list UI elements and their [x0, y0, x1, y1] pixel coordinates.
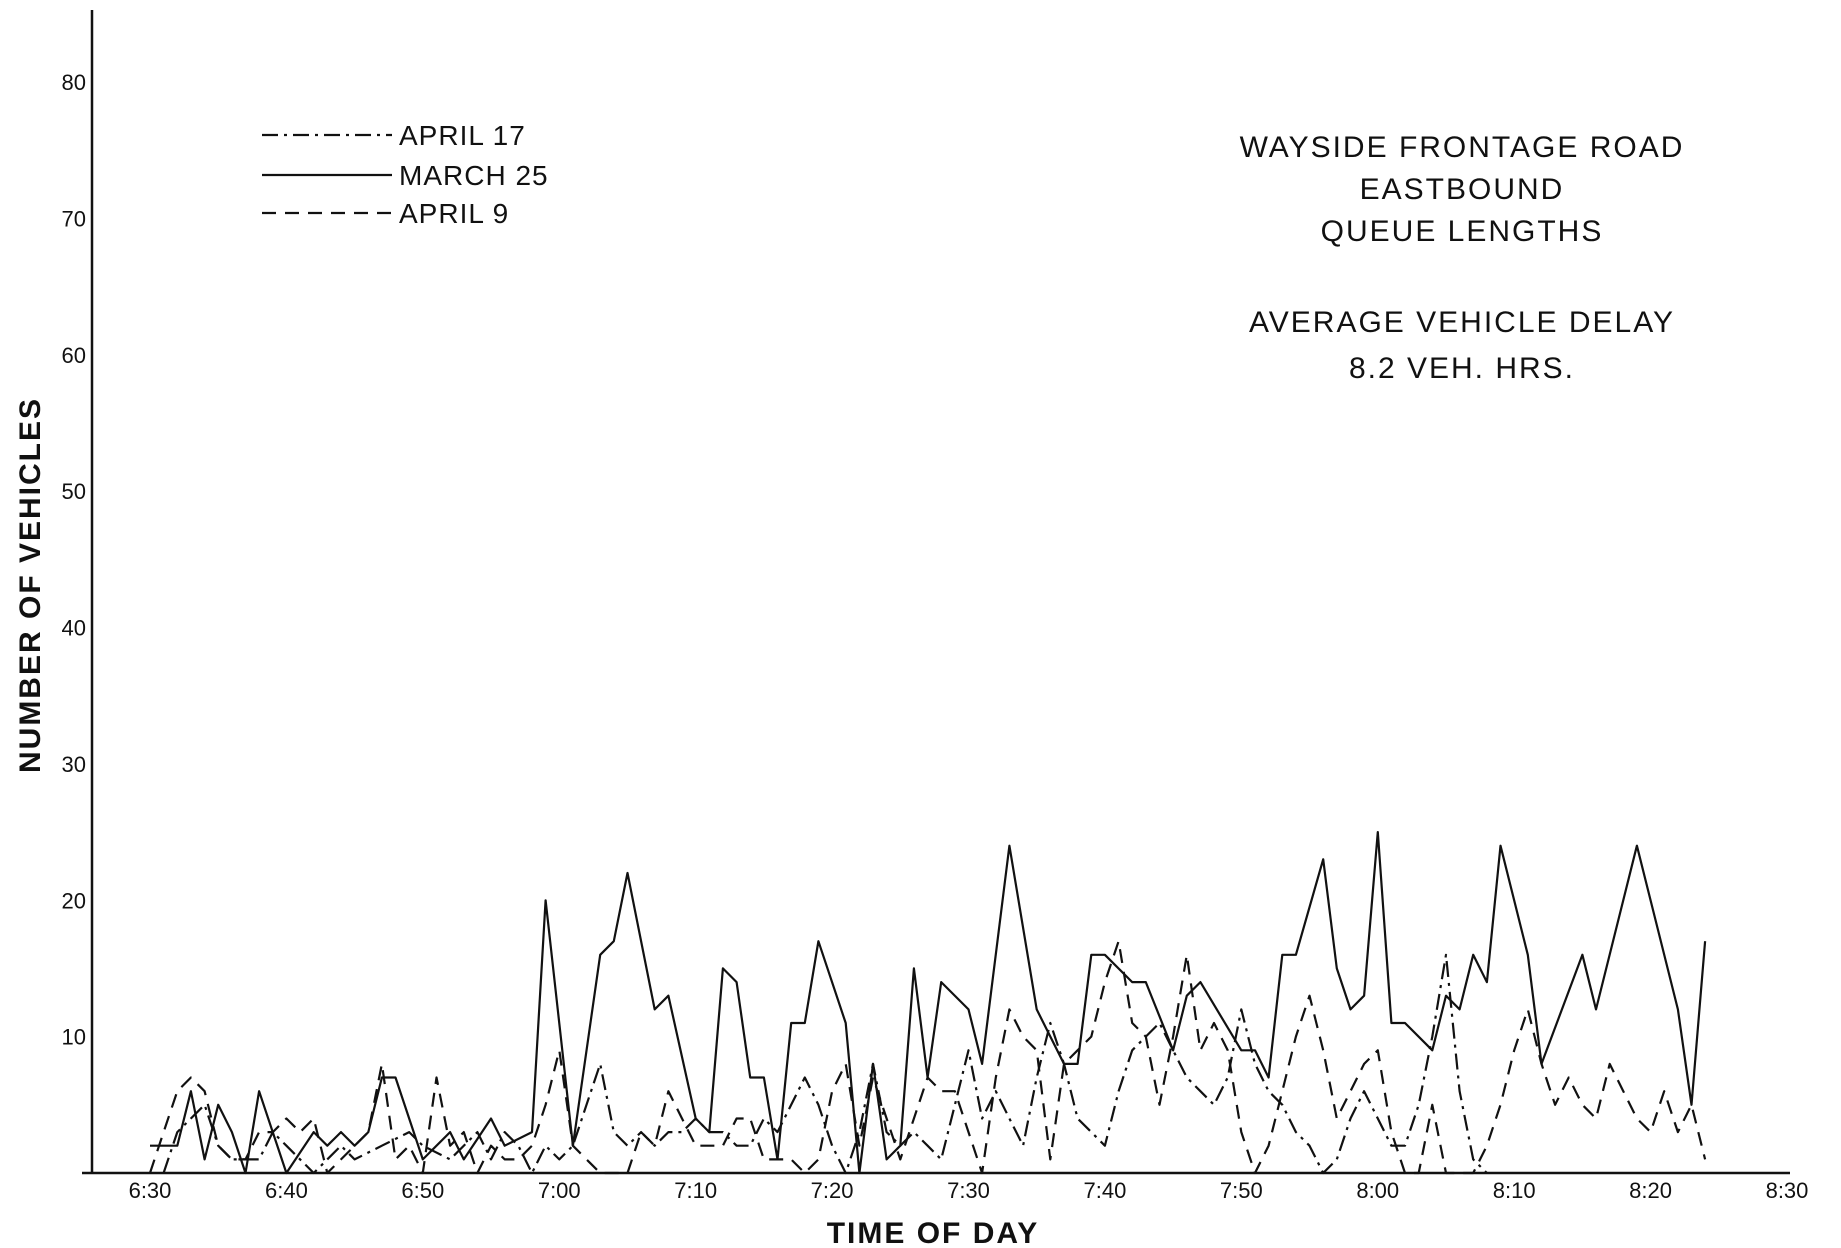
x-axis-title: TIME OF DAY: [827, 1217, 1040, 1248]
x-tick-label: 6:40: [265, 1178, 308, 1203]
annotation-line-1: AVERAGE VEHICLE DELAY: [1249, 306, 1675, 339]
x-tick-label: 7:30: [947, 1178, 990, 1203]
y-tick-label: 20: [62, 888, 86, 913]
title-line-1: WAYSIDE FRONTAGE ROAD: [1240, 131, 1685, 164]
x-tick-label: 8:20: [1629, 1178, 1672, 1203]
y-tick-label: 10: [62, 1025, 86, 1050]
x-tick-label: 7:50: [1220, 1178, 1263, 1203]
y-tick-label: 40: [62, 616, 86, 641]
x-tick-label: 8:10: [1493, 1178, 1536, 1203]
legend-label-2: MARCH 25: [399, 160, 549, 191]
y-axis-title: NUMBER OF VEHICLES: [14, 397, 47, 773]
legend: APRIL 17 MARCH 25 APRIL 9: [262, 120, 549, 229]
tick-labels: 10 20 30 40 50 60 70 80 6:30 6:40 6:50 7:00 7:10 7:20…: [62, 70, 1809, 1203]
x-tick-label: 8:30: [1766, 1178, 1809, 1203]
title-line-3: QUEUE LENGTHS: [1321, 215, 1604, 248]
series-line-3: [148, 940, 1707, 1175]
series-line-2: [150, 831, 1707, 1175]
y-tick-label: 70: [62, 206, 86, 231]
y-tick-label: 60: [62, 343, 86, 368]
x-tick-label: 6:30: [129, 1178, 172, 1203]
x-tick-label: 7:00: [538, 1178, 581, 1203]
x-tick-label: 7:20: [811, 1178, 854, 1203]
legend-label-3: APRIL 9: [399, 198, 509, 229]
x-tick-label: 7:10: [674, 1178, 717, 1203]
title-line-2: EASTBOUND: [1360, 173, 1565, 206]
x-tick-label: 7:40: [1084, 1178, 1127, 1203]
delay-annotation: AVERAGE VEHICLE DELAY 8.2 VEH. HRS.: [1249, 306, 1675, 385]
y-tick-label: 30: [62, 752, 86, 777]
y-tick-label: 50: [62, 479, 86, 504]
y-tick-label: 80: [62, 70, 86, 95]
axes: [82, 10, 1790, 1175]
legend-label-1: APRIL 17: [399, 120, 526, 151]
annotation-line-2: 8.2 VEH. HRS.: [1349, 352, 1575, 385]
x-tick-label: 6:50: [401, 1178, 444, 1203]
plot-area: [148, 831, 1707, 1175]
x-tick-label: 8:00: [1356, 1178, 1399, 1203]
chart-title: WAYSIDE FRONTAGE ROAD EASTBOUND QUEUE LE…: [1240, 131, 1685, 248]
